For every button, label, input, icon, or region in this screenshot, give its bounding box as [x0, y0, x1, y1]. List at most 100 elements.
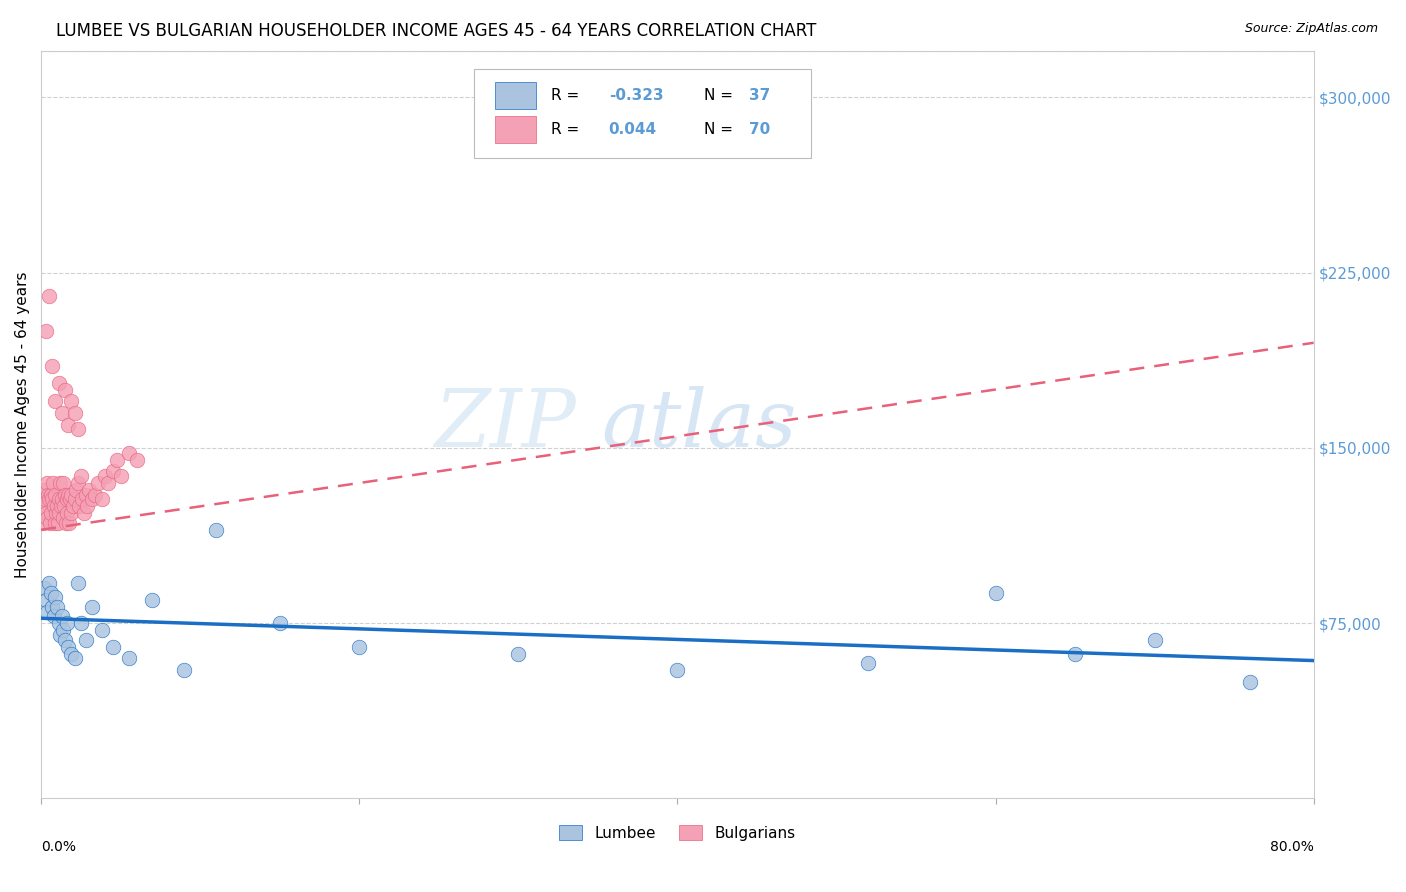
Text: N =: N = — [704, 88, 738, 103]
Point — [35, 475, 58, 490]
Point — [73, 507, 96, 521]
Point — [34, 483, 56, 497]
Point — [60, 394, 83, 409]
Point — [49, 475, 72, 490]
Point — [38, 576, 60, 591]
Point — [51, 492, 73, 507]
Point — [76, 500, 98, 514]
Point — [62, 500, 84, 514]
Point — [51, 609, 73, 624]
Point — [66, 576, 89, 591]
Point — [55, 492, 77, 507]
Point — [46, 500, 69, 514]
Point — [58, 516, 80, 530]
Point — [101, 640, 124, 654]
Text: R =: R = — [551, 88, 585, 103]
Point — [49, 500, 72, 514]
Point — [87, 475, 110, 490]
Text: LUMBEE VS BULGARIAN HOUSEHOLDER INCOME AGES 45 - 64 YEARS CORRELATION CHART: LUMBEE VS BULGARIAN HOUSEHOLDER INCOME A… — [56, 22, 817, 40]
FancyBboxPatch shape — [474, 70, 811, 158]
Point — [49, 628, 72, 642]
Text: 37: 37 — [748, 88, 770, 103]
Point — [269, 616, 291, 631]
Point — [984, 586, 1007, 600]
Point — [41, 599, 63, 614]
Point — [37, 605, 59, 619]
Point — [34, 581, 56, 595]
Point — [67, 500, 90, 514]
Point — [349, 640, 371, 654]
Point — [60, 647, 83, 661]
Point — [63, 492, 86, 507]
Point — [55, 516, 77, 530]
Point — [35, 592, 58, 607]
Point — [38, 289, 60, 303]
Bar — [495, 82, 536, 109]
Point — [39, 586, 62, 600]
Point — [107, 452, 129, 467]
Point — [37, 511, 59, 525]
Point — [125, 452, 148, 467]
Point — [63, 651, 86, 665]
Point — [53, 383, 76, 397]
Point — [72, 492, 94, 507]
Text: -0.323: -0.323 — [609, 88, 664, 103]
Text: 70: 70 — [748, 121, 770, 136]
Point — [80, 492, 103, 507]
Point — [56, 640, 79, 654]
Point — [41, 507, 63, 521]
Point — [55, 616, 77, 631]
Point — [45, 507, 67, 521]
Point — [46, 599, 69, 614]
Point — [75, 632, 97, 647]
Point — [41, 359, 63, 373]
Text: N =: N = — [704, 121, 738, 136]
Point — [666, 663, 689, 677]
Point — [42, 475, 65, 490]
Point — [1239, 674, 1261, 689]
Point — [52, 624, 75, 638]
Point — [48, 492, 70, 507]
Point — [56, 417, 79, 432]
Point — [1064, 647, 1087, 661]
Point — [31, 500, 53, 514]
Point — [48, 376, 70, 390]
Point — [508, 647, 530, 661]
Point — [110, 469, 132, 483]
Point — [53, 500, 76, 514]
Point — [42, 500, 65, 514]
Text: Source: ZipAtlas.com: Source: ZipAtlas.com — [1244, 22, 1378, 36]
Point — [90, 492, 112, 507]
Point — [44, 394, 66, 409]
Point — [46, 516, 69, 530]
Point — [44, 591, 66, 605]
Point — [66, 475, 89, 490]
Legend: Lumbee, Bulgarians: Lumbee, Bulgarians — [554, 819, 801, 847]
Point — [70, 469, 93, 483]
Point — [48, 507, 70, 521]
Point — [51, 406, 73, 420]
Point — [66, 422, 89, 436]
Point — [80, 599, 103, 614]
Point — [35, 324, 58, 338]
Point — [34, 492, 56, 507]
Point — [173, 663, 195, 677]
Point — [52, 475, 75, 490]
Point — [32, 516, 55, 530]
Point — [117, 445, 139, 459]
Text: ZIP: ZIP — [434, 386, 575, 463]
Point — [70, 616, 93, 631]
Point — [117, 651, 139, 665]
Point — [53, 632, 76, 647]
Point — [1143, 632, 1166, 647]
Point — [48, 616, 70, 631]
Point — [63, 406, 86, 420]
Point — [101, 464, 124, 478]
Point — [56, 507, 79, 521]
Point — [93, 469, 115, 483]
Point — [65, 483, 87, 497]
Point — [52, 511, 75, 525]
Point — [38, 516, 60, 530]
Point — [37, 488, 59, 502]
Y-axis label: Householder Income Ages 45 - 64 years: Householder Income Ages 45 - 64 years — [15, 271, 30, 578]
